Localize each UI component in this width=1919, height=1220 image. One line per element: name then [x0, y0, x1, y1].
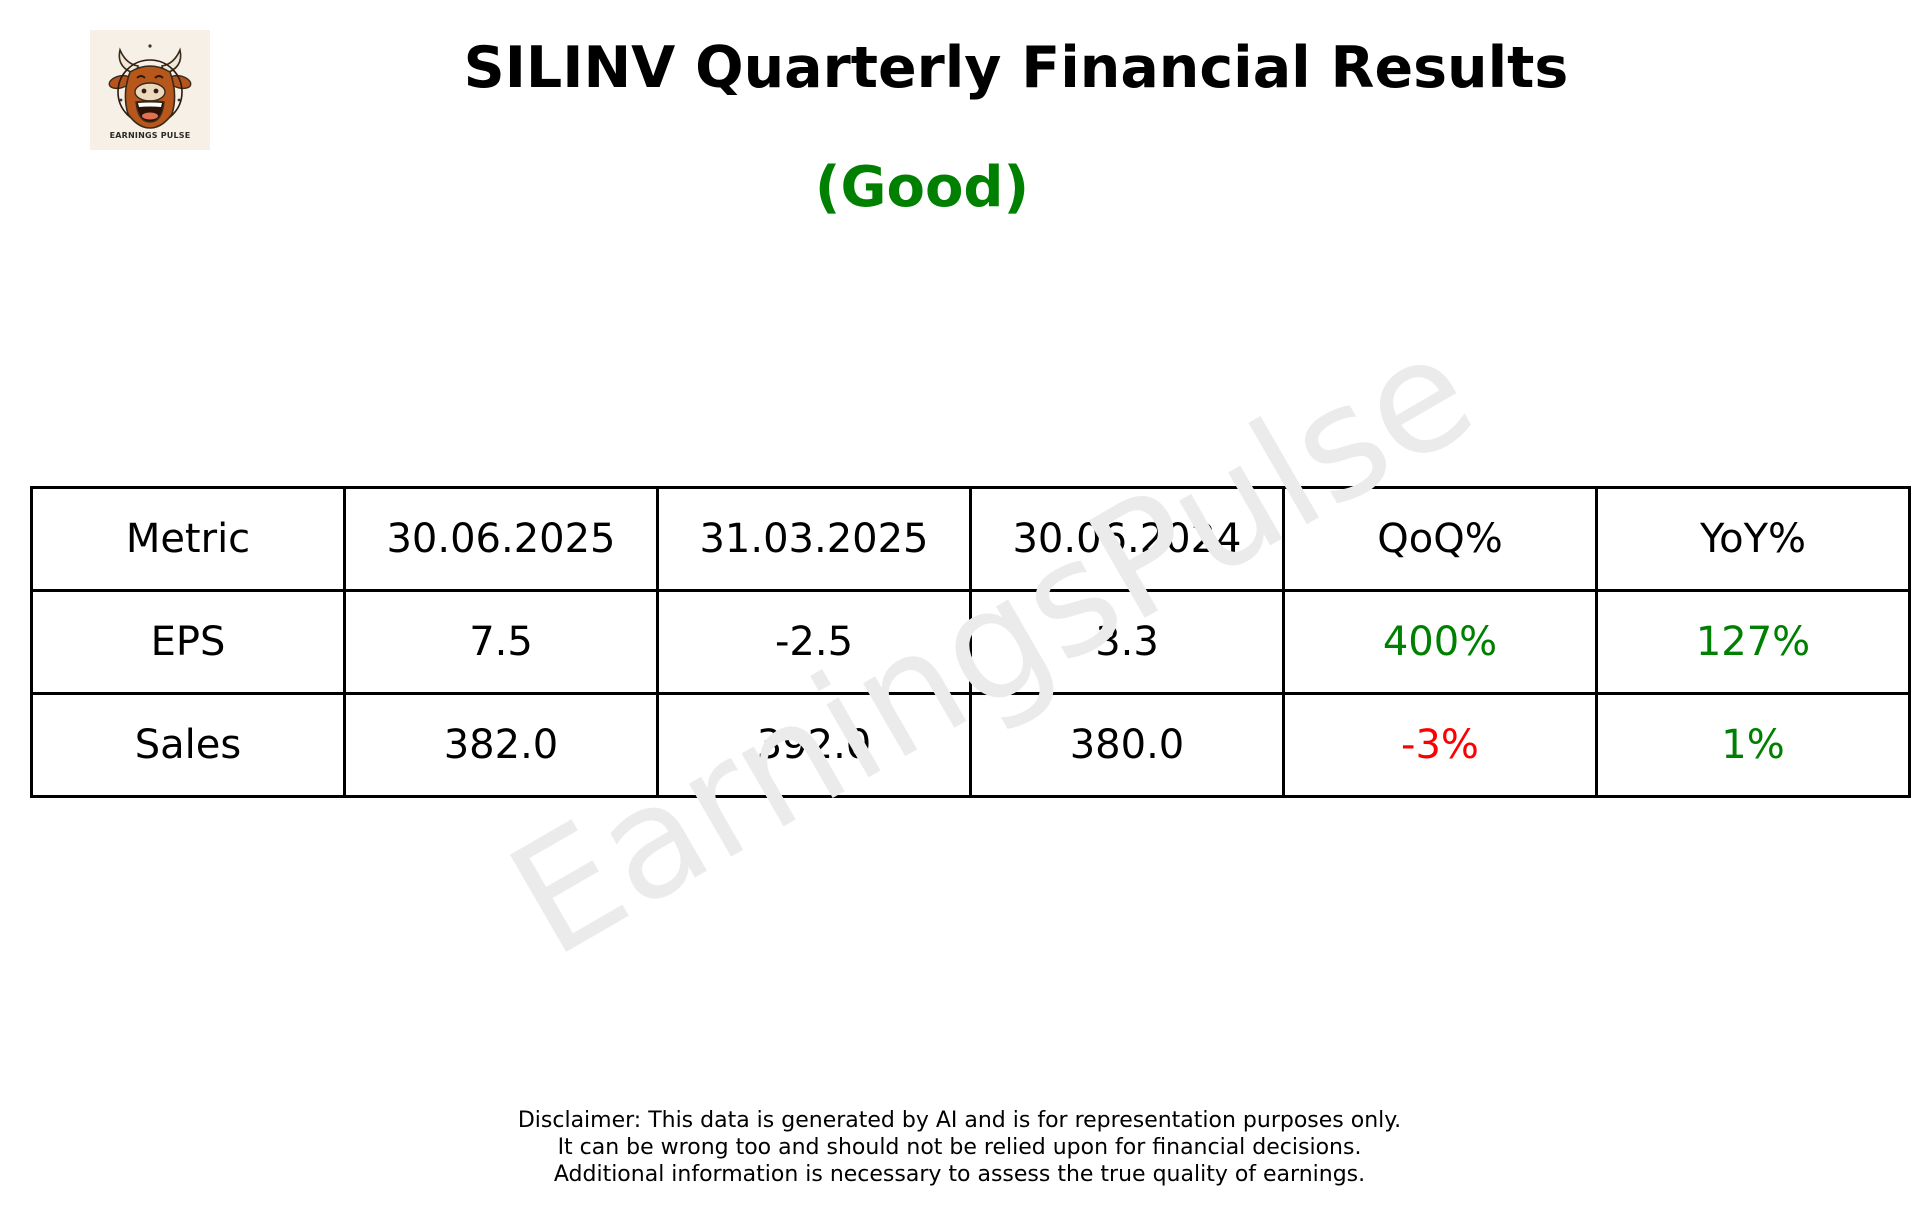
bull-mascot-icon	[108, 44, 192, 129]
disclaimer-line: Disclaimer: This data is generated by AI…	[517, 1108, 1402, 1133]
column-header-metric: Metric	[30, 486, 346, 592]
cell-value: 3.3	[969, 589, 1285, 695]
cell-qoq: 400%	[1282, 589, 1598, 695]
cell-metric: Sales	[30, 692, 346, 798]
cell-value: 382.0	[343, 692, 659, 798]
table-row-eps: EPS 7.5 -2.5 3.3 400% 127%	[30, 589, 1911, 695]
cell-value: 380.0	[969, 692, 1285, 798]
cell-value: 392.0	[656, 692, 972, 798]
financial-results-table: Metric 30.06.2025 31.03.2025 30.06.2024 …	[30, 486, 1911, 798]
verdict-badge: (Good)	[814, 155, 1030, 220]
cell-value: -2.5	[656, 589, 972, 695]
column-header-yoy: YoY%	[1595, 486, 1911, 592]
cell-yoy: 127%	[1595, 589, 1911, 695]
cell-qoq: -3%	[1282, 692, 1598, 798]
column-header-q3: 30.06.2024	[969, 486, 1285, 592]
page-title: SILINV Quarterly Financial Results	[463, 35, 1569, 101]
column-header-q2: 31.03.2025	[656, 486, 972, 592]
disclaimer-line: Additional information is necessary to a…	[553, 1162, 1366, 1187]
logo-caption: EARNINGS PULSE	[109, 131, 191, 140]
cell-metric: EPS	[30, 589, 346, 695]
earnings-pulse-logo: EARNINGS PULSE	[90, 30, 210, 150]
column-header-q1: 30.06.2025	[343, 486, 659, 592]
disclaimer-line: It can be wrong too and should not be re…	[557, 1135, 1362, 1160]
cell-yoy: 1%	[1595, 692, 1911, 798]
table-header-row: Metric 30.06.2025 31.03.2025 30.06.2024 …	[30, 486, 1911, 592]
disclaimer: Disclaimer: This data is generated by AI…	[0, 1107, 1919, 1188]
column-header-qoq: QoQ%	[1282, 486, 1598, 592]
cell-value: 7.5	[343, 589, 659, 695]
table-row-sales: Sales 382.0 392.0 380.0 -3% 1%	[30, 692, 1911, 798]
